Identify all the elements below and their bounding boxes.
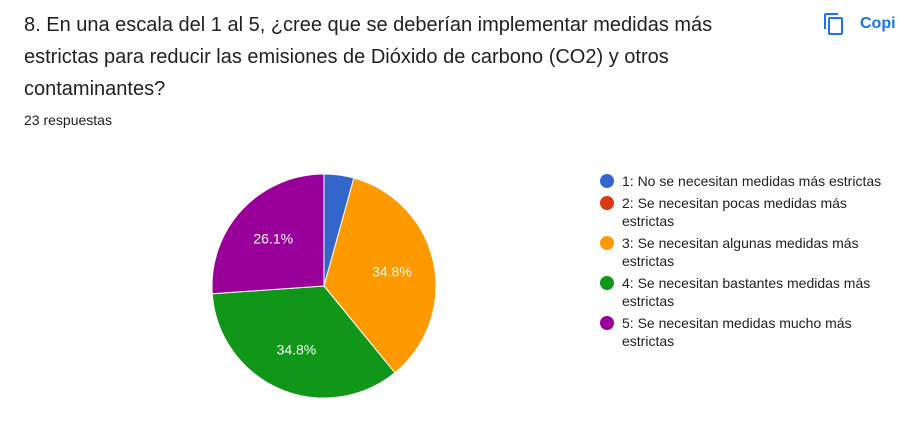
legend-item-2[interactable]: 2: Se necesitan pocas medidas más estric… (600, 194, 900, 230)
legend: 1: No se necesitan medidas más estrictas… (600, 172, 900, 354)
pie-data-label-5: 26.1% (253, 231, 293, 247)
pie-slice-3[interactable] (323, 177, 437, 374)
question-title: 8. En una escala del 1 al 5, ¿cree que s… (24, 14, 713, 100)
legend-swatch (600, 236, 614, 250)
pie-data-label-4: 34.8% (277, 342, 317, 358)
pie-slice-4[interactable] (211, 285, 396, 399)
response-count: 23 respuestas (24, 112, 112, 128)
pie-data-label-3: 34.8% (372, 264, 412, 280)
legend-swatch (600, 316, 614, 330)
copy-label: Copi (860, 15, 896, 32)
legend-item-1[interactable]: 1: No se necesitan medidas más estrictas (600, 172, 900, 190)
copy-icon (824, 13, 843, 35)
legend-swatch (600, 196, 614, 210)
copy-button[interactable]: Copi (822, 8, 900, 40)
legend-item-4[interactable]: 4: Se necesitan bastantes medidas más es… (600, 274, 900, 310)
legend-item-3[interactable]: 3: Se necesitan algunas medidas más estr… (600, 234, 900, 270)
pie-slice-5[interactable] (211, 173, 325, 295)
legend-swatch (600, 174, 614, 188)
legend-label: 3: Se necesitan algunas medidas más estr… (622, 235, 859, 269)
legend-item-5[interactable]: 5: Se necesitan medidas mucho más estric… (600, 314, 900, 350)
legend-label: 2: Se necesitan pocas medidas más estric… (622, 195, 847, 229)
legend-label: 4: Se necesitan bastantes medidas más es… (622, 275, 871, 309)
legend-swatch (600, 276, 614, 290)
legend-label: 1: No se necesitan medidas más estrictas (622, 173, 882, 189)
legend-label: 5: Se necesitan medidas mucho más estric… (622, 315, 852, 349)
pie-chart: 34.8% 34.8% 26.1% (211, 173, 437, 399)
